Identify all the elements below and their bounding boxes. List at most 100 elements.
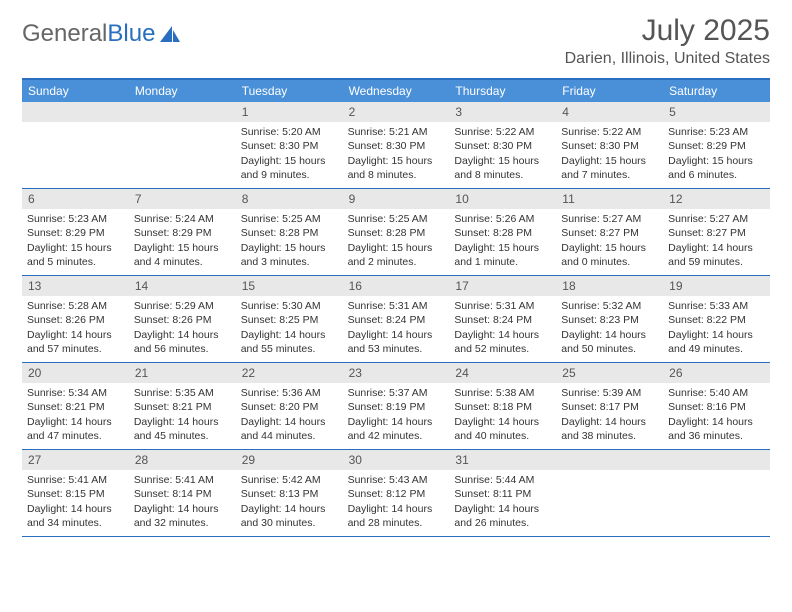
sunset-line: Sunset: 8:18 PM [454, 400, 551, 414]
day-number: 10 [449, 189, 556, 209]
daylight-line: Daylight: 14 hours and 36 minutes. [668, 415, 765, 443]
calendar-day-cell: 18Sunrise: 5:32 AMSunset: 8:23 PMDayligh… [556, 276, 663, 362]
day-body: Sunrise: 5:41 AMSunset: 8:15 PMDaylight:… [22, 470, 129, 534]
sunset-line: Sunset: 8:30 PM [454, 139, 551, 153]
location: Darien, Illinois, United States [565, 50, 770, 68]
daylight-line: Daylight: 14 hours and 34 minutes. [27, 502, 124, 530]
daylight-line: Daylight: 15 hours and 1 minute. [454, 241, 551, 269]
sunrise-line: Sunrise: 5:32 AM [561, 299, 658, 313]
sunrise-line: Sunrise: 5:28 AM [27, 299, 124, 313]
calendar-day-cell: 1Sunrise: 5:20 AMSunset: 8:30 PMDaylight… [236, 102, 343, 188]
day-body: Sunrise: 5:33 AMSunset: 8:22 PMDaylight:… [663, 296, 770, 360]
daylight-line: Daylight: 14 hours and 28 minutes. [348, 502, 445, 530]
sunset-line: Sunset: 8:26 PM [27, 313, 124, 327]
calendar-day-cell: 30Sunrise: 5:43 AMSunset: 8:12 PMDayligh… [343, 450, 450, 536]
sunset-line: Sunset: 8:19 PM [348, 400, 445, 414]
calendar-week-row: 13 Sunrise: 5:28 AMSunset: 8:26 PM Dayligh… [22, 276, 770, 363]
sunset-line: Sunset: 8:20 PM [241, 400, 338, 414]
weekday-header: Monday [129, 80, 236, 102]
sunset-line: Sunset: 8:14 PM [134, 487, 231, 501]
day-number [129, 102, 236, 122]
sunset-line: Sunset: 8:21 PM [27, 400, 124, 414]
day-number [22, 102, 129, 122]
day-number: 18 [556, 276, 663, 296]
calendar-day-cell: 27Sunrise: 5:41 AMSunset: 8:15 PMDayligh… [22, 450, 129, 536]
sunrise-line: Sunrise: 5:31 AM [348, 299, 445, 313]
sunrise-line: Sunrise: 5:29 AM [134, 299, 231, 313]
sunrise-line: Sunrise: 5:30 AM [241, 299, 338, 313]
calendar-week-row: 6Sunrise: 5:23 AMSunset: 8:29 PMDaylight… [22, 189, 770, 276]
daylight-line: Daylight: 14 hours and 53 minutes. [348, 328, 445, 356]
sunset-line: Sunset: 8:15 PM [27, 487, 124, 501]
calendar-day-cell: 3Sunrise: 5:22 AMSunset: 8:30 PMDaylight… [449, 102, 556, 188]
sunset-line: Sunset: 8:29 PM [134, 226, 231, 240]
sunrise-line: Sunrise: 5:21 AM [348, 125, 445, 139]
sunset-line: Sunset: 8:28 PM [241, 226, 338, 240]
day-body: Sunrise: 5:27 AMSunset: 8:27 PMDaylight:… [663, 209, 770, 273]
day-body: Sunrise: 5:40 AMSunset: 8:16 PMDaylight:… [663, 383, 770, 447]
calendar-week-row: 20Sunrise: 5:34 AMSunset: 8:21 PMDayligh… [22, 363, 770, 450]
sunrise-line: Sunrise: 5:27 AM [561, 212, 658, 226]
sunrise-line: Sunrise: 5:23 AM [27, 212, 124, 226]
calendar-week-row: 27Sunrise: 5:41 AMSunset: 8:15 PMDayligh… [22, 450, 770, 537]
sunrise-line: Sunrise: 5:31 AM [454, 299, 551, 313]
day-body: Sunrise: 5:29 AMSunset: 8:26 PMDaylight:… [129, 296, 236, 360]
sunset-line: Sunset: 8:27 PM [668, 226, 765, 240]
day-number: 19 [663, 276, 770, 296]
sunrise-line: Sunrise: 5:27 AM [668, 212, 765, 226]
calendar-day-cell: 5Sunrise: 5:23 AMSunset: 8:29 PMDaylight… [663, 102, 770, 188]
day-body: Sunrise: 5:30 AMSunset: 8:25 PMDaylight:… [236, 296, 343, 360]
weekday-header: Saturday [663, 80, 770, 102]
day-number: 13 [22, 276, 129, 296]
day-body: Sunrise: 5:26 AMSunset: 8:28 PMDaylight:… [449, 209, 556, 273]
calendar-body: 1Sunrise: 5:20 AMSunset: 8:30 PMDaylight… [22, 102, 770, 537]
calendar-day-cell [129, 102, 236, 188]
sunrise-line: Sunrise: 5:26 AM [454, 212, 551, 226]
calendar-day-cell: 15Sunrise: 5:30 AMSunset: 8:25 PMDayligh… [236, 276, 343, 362]
day-body: Sunrise: 5:25 AMSunset: 8:28 PMDaylight:… [343, 209, 450, 273]
day-number [663, 450, 770, 470]
daylight-line: Daylight: 14 hours and 42 minutes. [348, 415, 445, 443]
day-number: 6 [22, 189, 129, 209]
day-body: Sunrise: 5:27 AMSunset: 8:27 PMDaylight:… [556, 209, 663, 273]
sunset-line: Sunset: 8:24 PM [348, 313, 445, 327]
day-number: 27 [22, 450, 129, 470]
daylight-line: Daylight: 15 hours and 7 minutes. [561, 154, 658, 182]
sunrise-line: Sunrise: 5:35 AM [134, 386, 231, 400]
calendar-day-cell: 22Sunrise: 5:36 AMSunset: 8:20 PMDayligh… [236, 363, 343, 449]
day-number: 24 [449, 363, 556, 383]
sail-icon [158, 24, 184, 44]
sunset-line: Sunset: 8:30 PM [241, 139, 338, 153]
daylight-line: Daylight: 15 hours and 8 minutes. [348, 154, 445, 182]
sunset-line: Sunset: 8:28 PM [454, 226, 551, 240]
day-number: 22 [236, 363, 343, 383]
daylight-line: Daylight: 14 hours and 26 minutes. [454, 502, 551, 530]
sunrise-line: Sunrise: 5:41 AM [134, 473, 231, 487]
calendar-day-cell: 8Sunrise: 5:25 AMSunset: 8:28 PMDaylight… [236, 189, 343, 275]
calendar-day-cell: 7Sunrise: 5:24 AMSunset: 8:29 PMDaylight… [129, 189, 236, 275]
day-number: 17 [449, 276, 556, 296]
logo-text-2: Blue [107, 20, 155, 48]
calendar-day-cell: 21Sunrise: 5:35 AMSunset: 8:21 PMDayligh… [129, 363, 236, 449]
daylight-line: Daylight: 14 hours and 44 minutes. [241, 415, 338, 443]
calendar-day-cell: 31Sunrise: 5:44 AMSunset: 8:11 PMDayligh… [449, 450, 556, 536]
sunset-line: Sunset: 8:30 PM [561, 139, 658, 153]
day-number: 26 [663, 363, 770, 383]
day-number: 12 [663, 189, 770, 209]
sunrise-line: Sunrise: 5:39 AM [561, 386, 658, 400]
day-body: Sunrise: 5:22 AMSunset: 8:30 PMDaylight:… [449, 122, 556, 186]
day-body: Sunrise: 5:22 AMSunset: 8:30 PMDaylight:… [556, 122, 663, 186]
sunrise-line: Sunrise: 5:22 AM [454, 125, 551, 139]
sunrise-line: Sunrise: 5:44 AM [454, 473, 551, 487]
day-body: Sunrise: 5:42 AMSunset: 8:13 PMDaylight:… [236, 470, 343, 534]
day-body: Sunrise: 5:36 AMSunset: 8:20 PMDaylight:… [236, 383, 343, 447]
calendar-day-cell: 11Sunrise: 5:27 AMSunset: 8:27 PMDayligh… [556, 189, 663, 275]
calendar-day-cell: 17Sunrise: 5:31 AMSunset: 8:24 PMDayligh… [449, 276, 556, 362]
title-block: July 2025 Darien, Illinois, United State… [565, 14, 770, 68]
weekday-header-row: SundayMondayTuesdayWednesdayThursdayFrid… [22, 80, 770, 102]
month-title: July 2025 [565, 14, 770, 48]
day-number: 7 [129, 189, 236, 209]
day-number: 21 [129, 363, 236, 383]
day-body: Sunrise: 5:34 AMSunset: 8:21 PMDaylight:… [22, 383, 129, 447]
day-body: Sunrise: 5:23 AMSunset: 8:29 PMDaylight:… [22, 209, 129, 273]
